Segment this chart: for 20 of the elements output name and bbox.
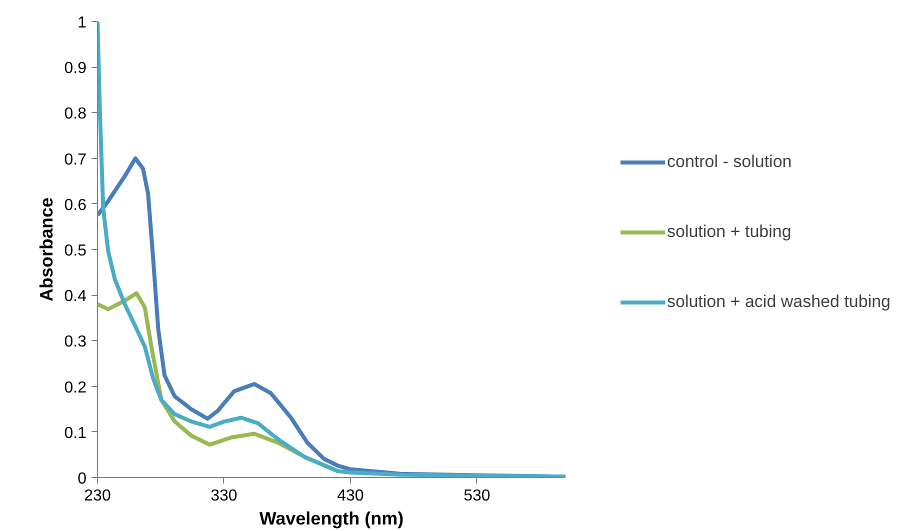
- y-tick-label: 0.9: [64, 60, 87, 78]
- y-tick-label: 0: [78, 470, 87, 488]
- x-axis-title: Wavelength (nm): [259, 508, 404, 528]
- y-tick-label: 0.7: [64, 151, 87, 168]
- y-tick-label: 1: [78, 14, 87, 32]
- y-tick-label: 0.8: [64, 106, 87, 123]
- y-tick-label: 0.3: [64, 334, 87, 351]
- x-tick-label: 430: [337, 488, 364, 504]
- y-tick-label: 0.6: [64, 196, 87, 214]
- x-tick-label: 230: [84, 488, 111, 504]
- y-tick-label: 0.5: [64, 242, 87, 260]
- legend-label: solution + tubing: [667, 222, 792, 242]
- x-tick-label: 330: [210, 488, 238, 504]
- y-tick-label: 0.4: [64, 288, 87, 306]
- y-tick-label: 0.1: [64, 424, 87, 442]
- y-axis-title: Absorbance: [36, 197, 56, 302]
- y-tick-label: 0.2: [64, 379, 87, 396]
- legend-label: control - solution: [667, 152, 792, 172]
- x-tick-label: 530: [464, 488, 490, 504]
- legend-label: solution + acid washed tubing: [667, 292, 891, 312]
